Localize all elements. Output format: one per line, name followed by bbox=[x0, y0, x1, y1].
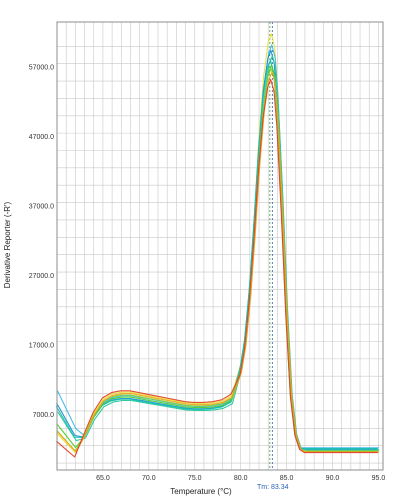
x-tick-label: 95.0 bbox=[372, 475, 386, 482]
x-tick-label: 90.0 bbox=[326, 475, 340, 482]
y-tick-label: 17000.0 bbox=[29, 342, 54, 349]
y-tick-label: 27000.0 bbox=[29, 273, 54, 280]
y-axis-label: Derivative Reporter (-R') bbox=[3, 201, 12, 288]
y-tick-label: 7000.0 bbox=[33, 412, 55, 419]
x-axis-ticks: 65.0 70.0 75.0 80.0 85.0 90.0 95.0 bbox=[96, 475, 385, 482]
x-tick-label: 75.0 bbox=[188, 475, 202, 482]
plot-frame bbox=[56, 21, 384, 471]
tm-value-label: Tm: 83.34 bbox=[257, 484, 289, 491]
series-line-8 bbox=[57, 71, 380, 453]
x-tick-label: 80.0 bbox=[234, 475, 248, 482]
y-tick-label: 57000.0 bbox=[29, 65, 54, 72]
x-axis-label: Temperature (°C) bbox=[170, 487, 232, 496]
y-tick-label: 47000.0 bbox=[29, 134, 54, 141]
y-tick-label: 37000.0 bbox=[29, 204, 54, 211]
series-curves bbox=[55, 33, 380, 458]
series-line-5 bbox=[55, 59, 378, 450]
x-tick-label: 85.0 bbox=[280, 475, 294, 482]
y-axis-ticks: 7000.0 17000.0 27000.0 37000.0 47000.0 57000.… bbox=[29, 65, 54, 419]
grid-lines bbox=[56, 22, 383, 470]
x-tick-label: 65.0 bbox=[96, 475, 110, 482]
x-tick-label: 70.0 bbox=[142, 475, 156, 482]
tm-marker bbox=[269, 22, 273, 470]
series-line-9 bbox=[56, 79, 378, 458]
